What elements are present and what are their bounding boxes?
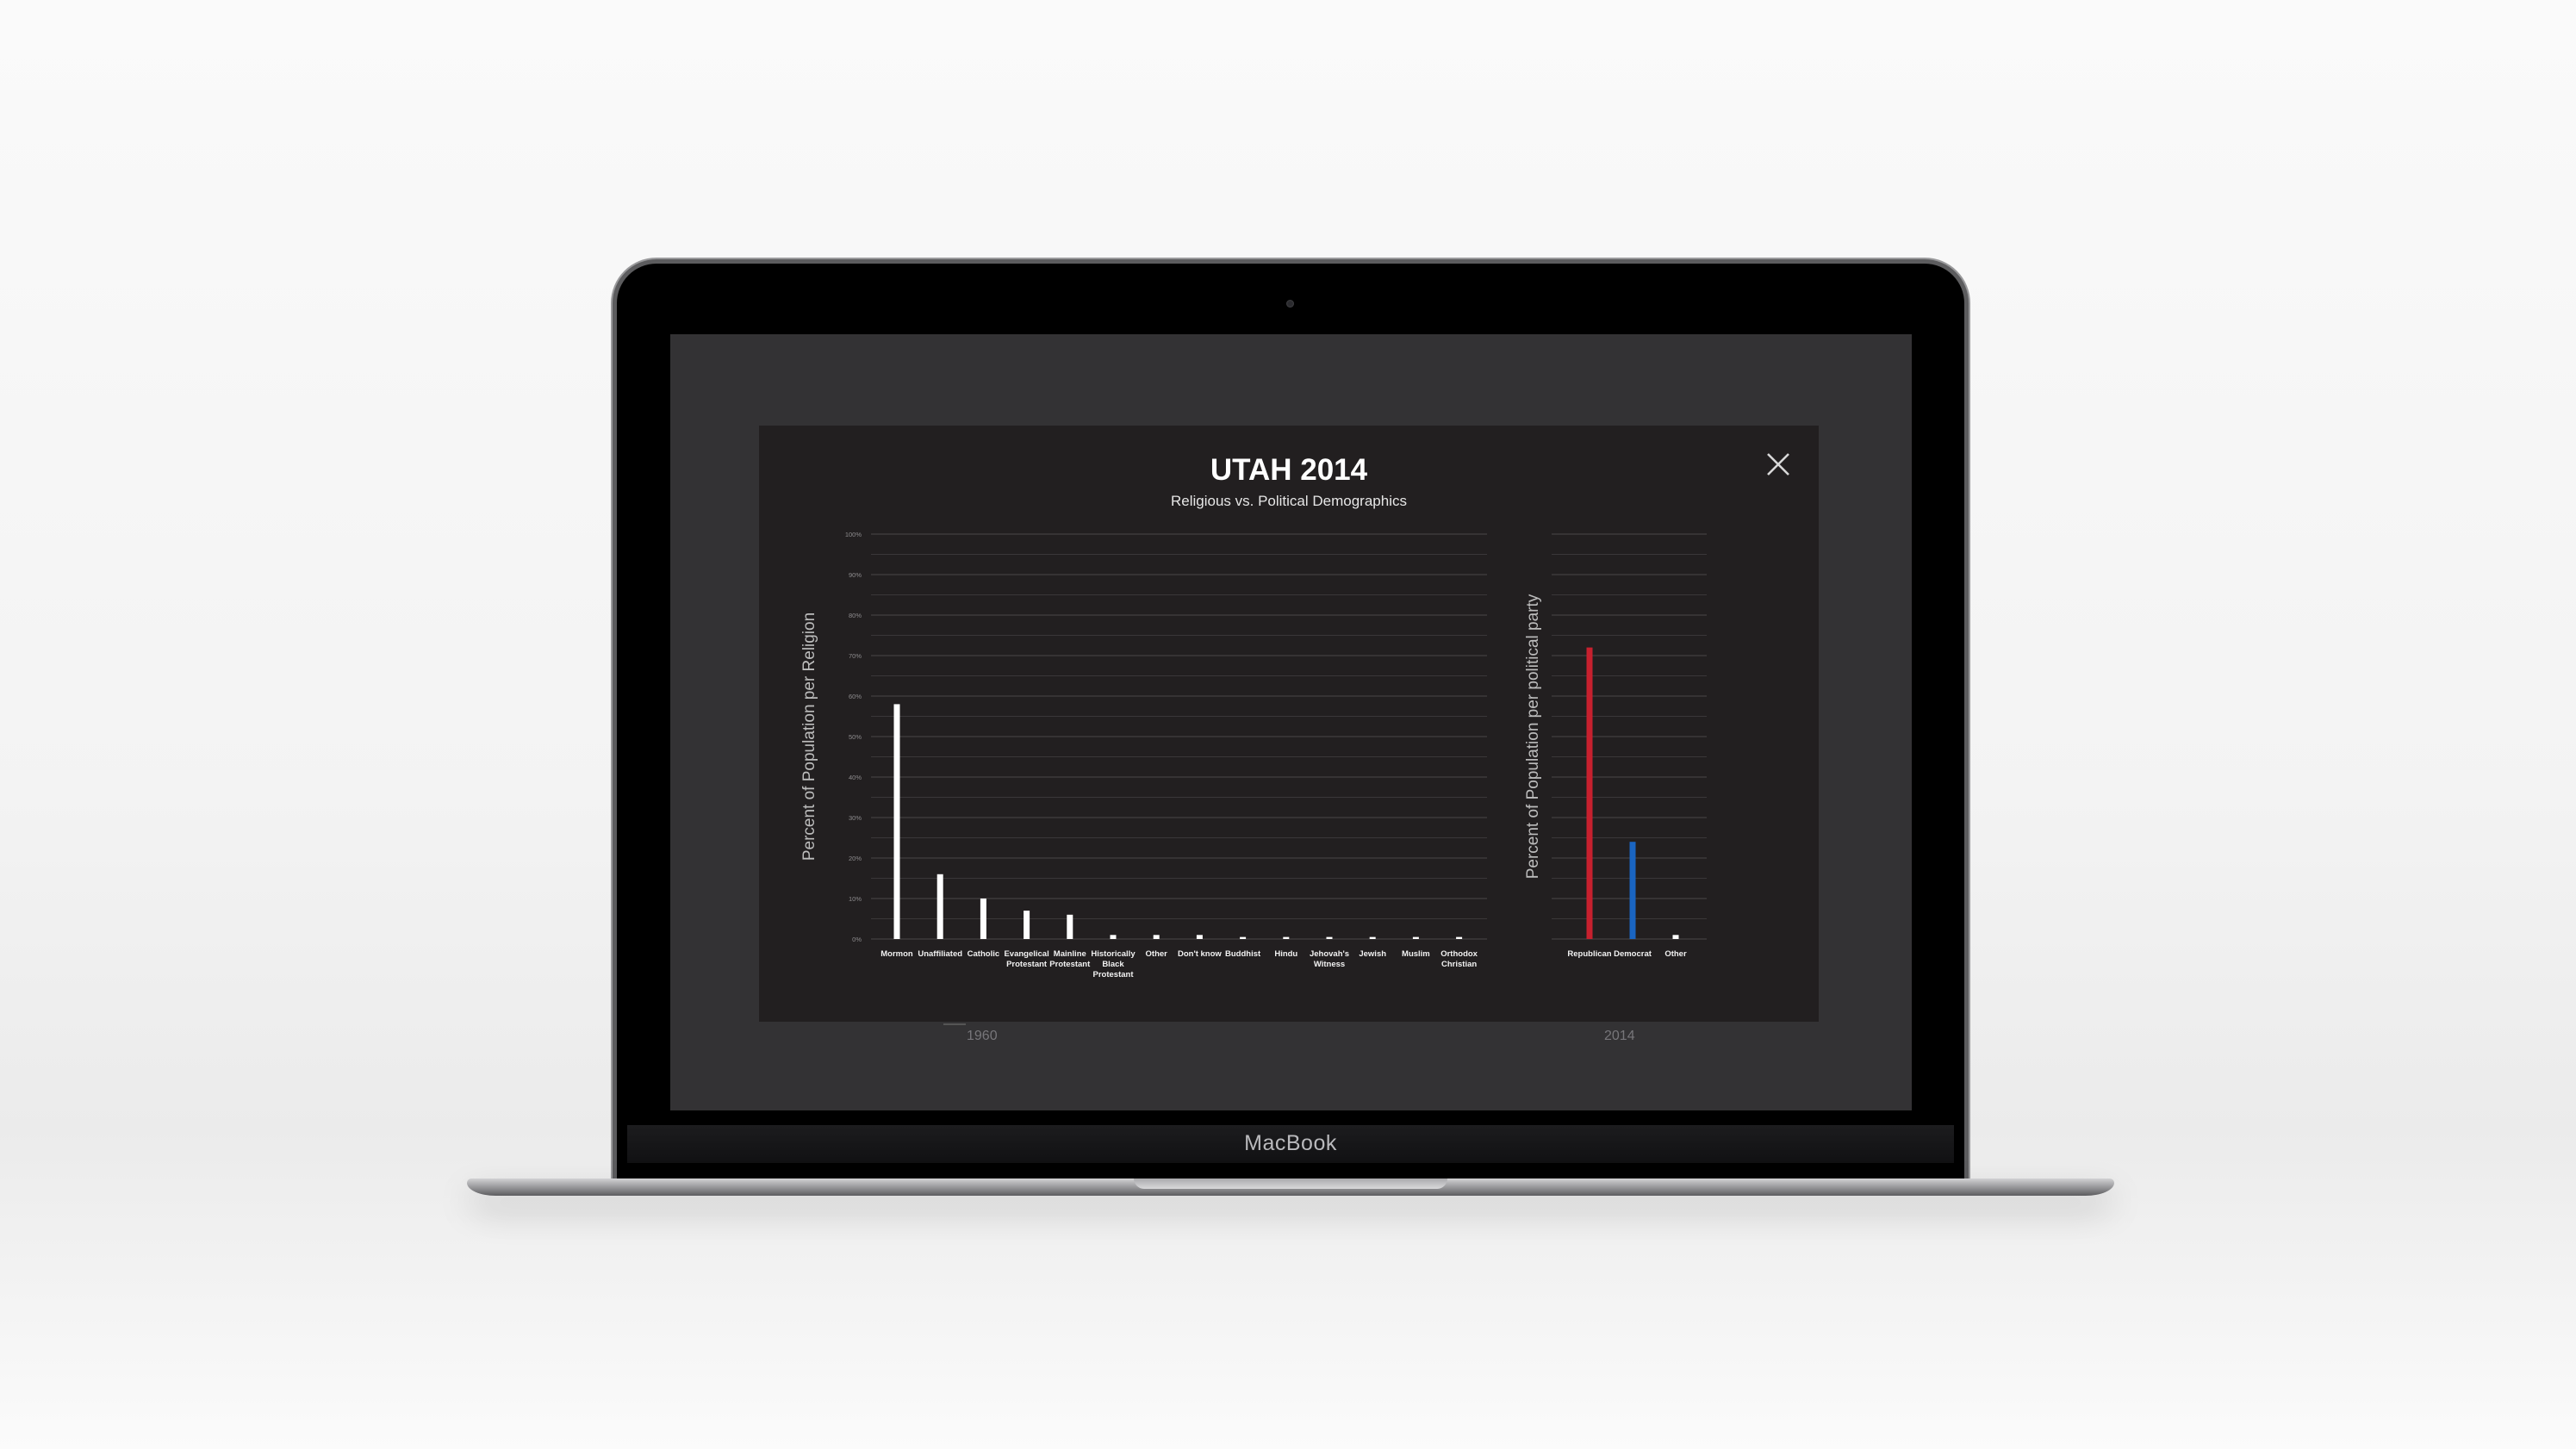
y-tick-label: 80% bbox=[849, 612, 862, 619]
category-label: Republican bbox=[1567, 949, 1611, 959]
category-label: Muslim bbox=[1402, 949, 1430, 959]
category-label: Catholic bbox=[968, 949, 999, 959]
close-button[interactable] bbox=[1761, 447, 1795, 482]
y-tick-label: 10% bbox=[849, 895, 862, 903]
y-tick-label: 100% bbox=[845, 531, 862, 538]
category-label: Jehovah's Witness bbox=[1310, 949, 1349, 969]
category-label: Mormon bbox=[880, 949, 913, 959]
bar-democrat bbox=[1629, 842, 1636, 939]
y-tick-label: 90% bbox=[849, 571, 862, 579]
bar-historically-black-protestant bbox=[1110, 935, 1117, 939]
y-tick-label: 70% bbox=[849, 652, 862, 660]
laptop-lid: 1960 2014 UTAH 2014 Religious vs. Politi… bbox=[617, 264, 1964, 1182]
bar-hindu bbox=[1283, 936, 1290, 939]
laptop-base bbox=[467, 1178, 2114, 1196]
category-label: Orthodox Christian bbox=[1440, 949, 1478, 969]
category-label: Evangelical Protestant bbox=[1004, 949, 1048, 969]
chart-modal: UTAH 2014 Religious vs. Political Demogr… bbox=[759, 426, 1819, 1022]
close-icon bbox=[1767, 453, 1789, 476]
y-tick-label: 30% bbox=[849, 814, 862, 822]
bar-buddhist bbox=[1240, 936, 1247, 939]
y-tick-label: 0% bbox=[852, 936, 862, 943]
y-axis-title: Percent of Population per Religion bbox=[800, 613, 818, 861]
bar-unaffiliated bbox=[936, 874, 943, 939]
timeline-marker bbox=[943, 1023, 966, 1025]
category-label: Democrat bbox=[1614, 949, 1652, 959]
y-tick-label: 50% bbox=[849, 733, 862, 741]
chart-area: 0% 10% 20% 30% 40% 50% 60% 70% 80% 90% 100% Percent… bbox=[800, 531, 1707, 979]
y-tick-label: 20% bbox=[849, 855, 862, 862]
bar-republican bbox=[1586, 647, 1593, 939]
bar-mormon bbox=[893, 704, 900, 939]
category-label: Unaffiliated bbox=[918, 949, 962, 959]
bar-orthodox-christian bbox=[1456, 936, 1463, 939]
laptop-notch bbox=[1134, 1178, 1447, 1189]
modal-subtitle: Religious vs. Political Demographics bbox=[1170, 493, 1407, 509]
laptop-chin: MacBook bbox=[627, 1125, 1954, 1163]
brand-label: MacBook bbox=[1244, 1131, 1337, 1155]
timeline-year-1960[interactable]: 1960 bbox=[967, 1029, 998, 1043]
bar-evangelical-protestant bbox=[1024, 911, 1030, 939]
timeline-year-2014[interactable]: 2014 bbox=[1604, 1029, 1635, 1043]
category-label: Historically Black Protestant bbox=[1091, 949, 1136, 979]
category-label: Buddhist bbox=[1225, 949, 1261, 959]
y-tick-label: 60% bbox=[849, 693, 862, 700]
bar-other bbox=[1672, 935, 1679, 939]
category-label: Jewish bbox=[1359, 949, 1386, 959]
y-tick-label: 40% bbox=[849, 774, 862, 781]
bar-catholic bbox=[980, 899, 986, 939]
screen: 1960 2014 UTAH 2014 Religious vs. Politi… bbox=[670, 334, 1912, 1110]
bar-don-t-know bbox=[1196, 935, 1203, 939]
bar-mainline-protestant bbox=[1067, 914, 1073, 939]
category-label: Hindu bbox=[1274, 949, 1297, 959]
category-label: Other bbox=[1664, 949, 1687, 959]
bar-jewish bbox=[1369, 936, 1376, 939]
bar-muslim bbox=[1412, 936, 1419, 939]
bar-jehovah-s-witness bbox=[1326, 936, 1333, 939]
bar-other bbox=[1153, 935, 1160, 939]
camera-icon bbox=[1286, 300, 1294, 308]
category-label: Other bbox=[1146, 949, 1168, 959]
modal-title: UTAH 2014 bbox=[1210, 453, 1368, 487]
y-axis-title-political: Percent of Population per political part… bbox=[1524, 594, 1542, 879]
category-label: Mainline Protestant bbox=[1049, 949, 1091, 969]
category-label: Don't know bbox=[1178, 949, 1222, 959]
